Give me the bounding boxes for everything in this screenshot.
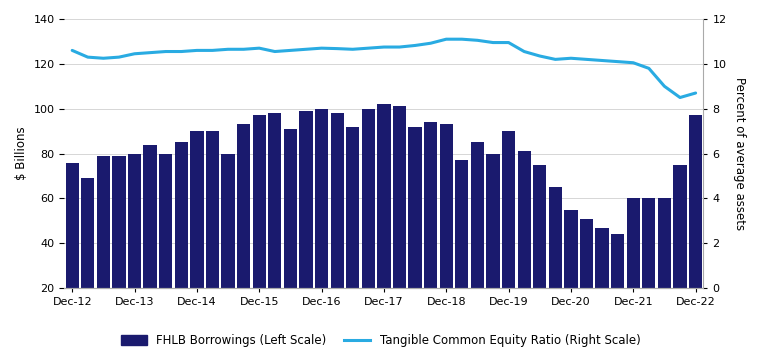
Bar [253,115,266,333]
Bar [424,122,438,333]
Bar [549,187,562,333]
Bar [642,198,655,333]
Bar [299,111,313,333]
Bar [455,160,469,333]
Bar [346,127,359,333]
Bar [595,228,609,333]
Bar [221,154,234,333]
Bar [159,154,172,333]
Bar [502,131,515,333]
Bar [517,151,530,333]
Bar [393,106,406,333]
Bar [440,125,453,333]
Bar [377,104,390,333]
Legend: FHLB Borrowings (Left Scale), Tangible Common Equity Ratio (Right Scale): FHLB Borrowings (Left Scale), Tangible C… [116,330,645,352]
Y-axis label: Percent of average assets: Percent of average assets [733,77,746,230]
Bar [175,142,188,333]
Bar [315,109,328,333]
Bar [81,178,94,333]
Bar [97,156,110,333]
Bar [284,129,297,333]
Bar [565,210,578,333]
Bar [689,115,702,333]
Bar [409,127,422,333]
Bar [330,113,344,333]
Bar [471,142,484,333]
Bar [128,154,141,333]
Bar [658,198,671,333]
Bar [268,113,282,333]
Bar [237,125,250,333]
Bar [533,165,546,333]
Bar [626,198,640,333]
Bar [611,234,624,333]
Bar [673,165,686,333]
Bar [361,109,375,333]
Y-axis label: $ Billions: $ Billions [15,127,28,180]
Bar [580,219,593,333]
Bar [144,145,157,333]
Bar [486,154,500,333]
Bar [190,131,203,333]
Bar [113,156,126,333]
Bar [205,131,219,333]
Bar [65,163,79,333]
